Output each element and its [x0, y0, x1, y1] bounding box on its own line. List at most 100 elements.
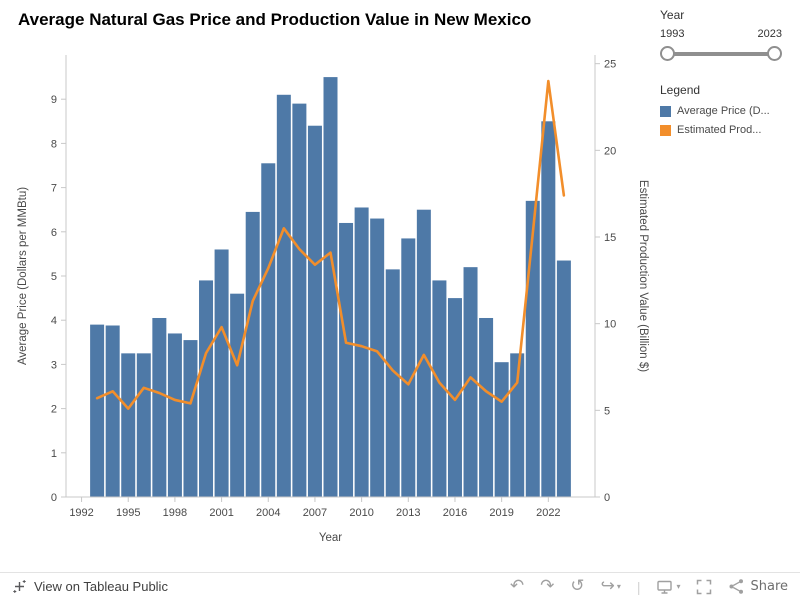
bar-1993[interactable]	[90, 324, 105, 497]
y-left-tick-label: 9	[51, 94, 57, 106]
tableau-toolbar: View on Tableau Public ↶ ↷ ↺ ↪ ▾ | ▾	[0, 572, 800, 600]
y-left-tick-label: 2	[51, 404, 57, 416]
bar-2003[interactable]	[245, 211, 260, 497]
revert-icon: ↺	[570, 576, 585, 596]
chart-area: 0 1 2 3 4 5 6 7 8 9 0 5 10 15 20 25 1992 1995 1998 2001 2004…	[0, 40, 655, 565]
bar-2022[interactable]	[541, 121, 556, 498]
bar-1996[interactable]	[136, 353, 151, 497]
redo-icon: ↷	[540, 576, 555, 596]
bar-1994[interactable]	[105, 325, 120, 497]
bar-2011[interactable]	[370, 218, 385, 498]
legend-item-label: Estimated Prod...	[677, 124, 762, 136]
year-filter-max-value: 2023	[757, 28, 782, 40]
download-button[interactable]: ▾	[656, 579, 680, 595]
bar-2002[interactable]	[230, 293, 245, 497]
y-right-tick-label: 15	[604, 232, 616, 244]
bar-2008[interactable]	[323, 77, 338, 497]
blue-swatch-icon	[660, 105, 671, 117]
undo-icon: ↶	[509, 576, 525, 596]
y-left-tick-label: 5	[51, 271, 57, 283]
legend-item-average-price[interactable]: Average Price (D...	[660, 105, 792, 117]
bar-2016[interactable]	[447, 298, 462, 497]
chevron-down-icon: ▾	[616, 581, 621, 591]
bar-2015[interactable]	[432, 280, 447, 497]
bar-2023[interactable]	[556, 260, 571, 497]
combo-chart[interactable]: 0 1 2 3 4 5 6 7 8 9 0 5 10 15 20 25 1992 1995 1998 2001 2004…	[0, 40, 655, 565]
download-icon	[657, 580, 673, 594]
redo-button[interactable]: ↷	[540, 578, 554, 595]
bar-2017[interactable]	[463, 267, 478, 497]
year-filter-label: Year	[660, 8, 685, 22]
y-left-tick-label: 3	[51, 359, 57, 371]
x-tick-label: 2010	[349, 507, 373, 519]
y-left-axis-title: Average Price (Dollars per MMBtu)	[17, 187, 29, 365]
y-left-tick-label: 6	[51, 227, 57, 239]
share-button[interactable]: Share	[728, 578, 788, 595]
bar-1999[interactable]	[183, 340, 198, 497]
y-right-tick-label: 25	[604, 59, 616, 71]
x-tick-label: 1992	[69, 507, 93, 519]
legend-item-label: Average Price (D...	[677, 105, 770, 117]
legend-title: Legend	[660, 83, 701, 97]
view-on-tableau-label: View on Tableau Public	[34, 579, 168, 594]
year-filter-min-value: 1993	[660, 28, 685, 40]
bar-2006[interactable]	[292, 103, 307, 497]
page-title: Average Natural Gas Price and Production…	[18, 10, 532, 29]
bar-2001[interactable]	[214, 249, 229, 497]
x-axis-title: Year	[319, 532, 342, 544]
fullscreen-button[interactable]	[696, 579, 712, 595]
chevron-down-icon: ▾	[676, 581, 681, 591]
year-filter: Year 1993 2023	[660, 8, 792, 63]
orange-swatch-icon	[660, 124, 671, 136]
x-tick-label: 2019	[489, 507, 513, 519]
bar-2007[interactable]	[307, 125, 322, 497]
bar-2009[interactable]	[339, 222, 354, 497]
slider-handle-max[interactable]	[767, 46, 782, 61]
x-tick-label: 2013	[396, 507, 420, 519]
bar-2020[interactable]	[510, 353, 525, 497]
bar-2013[interactable]	[401, 238, 416, 497]
x-tick-label: 1998	[163, 507, 187, 519]
x-tick-label: 2022	[536, 507, 560, 519]
bar-1997[interactable]	[152, 317, 167, 497]
x-tick-label: 2001	[209, 507, 233, 519]
y-right-axis-title: Estimated Production Value (Billion $)	[637, 180, 649, 372]
y-right-tick-label: 0	[604, 492, 610, 504]
bar-2000[interactable]	[199, 280, 214, 497]
legend-item-production-value[interactable]: Estimated Prod...	[660, 124, 792, 136]
share-icon	[729, 579, 744, 594]
share-button-label: Share	[750, 579, 788, 594]
bar-2004[interactable]	[261, 163, 276, 497]
refresh-button[interactable]: ↪ ▾	[601, 578, 621, 595]
slider-handle-min[interactable]	[660, 46, 675, 61]
bar-2014[interactable]	[416, 209, 431, 497]
revert-button[interactable]: ↺	[570, 578, 584, 595]
y-left-tick-label: 4	[51, 315, 57, 327]
refresh-icon: ↪	[600, 576, 615, 596]
bar-2005[interactable]	[276, 94, 291, 497]
bar-1998[interactable]	[167, 333, 182, 497]
x-tick-label: 1995	[116, 507, 140, 519]
undo-button[interactable]: ↶	[510, 578, 524, 595]
y-left-tick-label: 1	[51, 448, 57, 460]
y-left-tick-label: 8	[51, 138, 57, 150]
bar-2018[interactable]	[479, 317, 494, 497]
bar-1995[interactable]	[121, 353, 136, 497]
x-tick-label: 2007	[303, 507, 327, 519]
production-value-line[interactable]	[95, 79, 566, 410]
view-on-tableau-link[interactable]: View on Tableau Public	[12, 579, 168, 594]
bar-2010[interactable]	[354, 207, 369, 498]
slider-track[interactable]	[663, 52, 779, 56]
bar-2019[interactable]	[494, 362, 509, 497]
y-right-tick-label: 10	[604, 319, 616, 331]
toolbar-divider: |	[636, 578, 641, 595]
y-left-tick-label: 7	[51, 183, 57, 195]
year-range-slider[interactable]	[660, 45, 782, 63]
x-tick-label: 2016	[443, 507, 467, 519]
bar-2012[interactable]	[385, 269, 400, 497]
y-left-tick-label: 0	[51, 492, 57, 504]
y-right-tick-label: 20	[604, 145, 616, 157]
sidebar: Year 1993 2023 Legend Average Price (D..…	[660, 8, 792, 143]
x-tick-label: 2004	[256, 507, 280, 519]
